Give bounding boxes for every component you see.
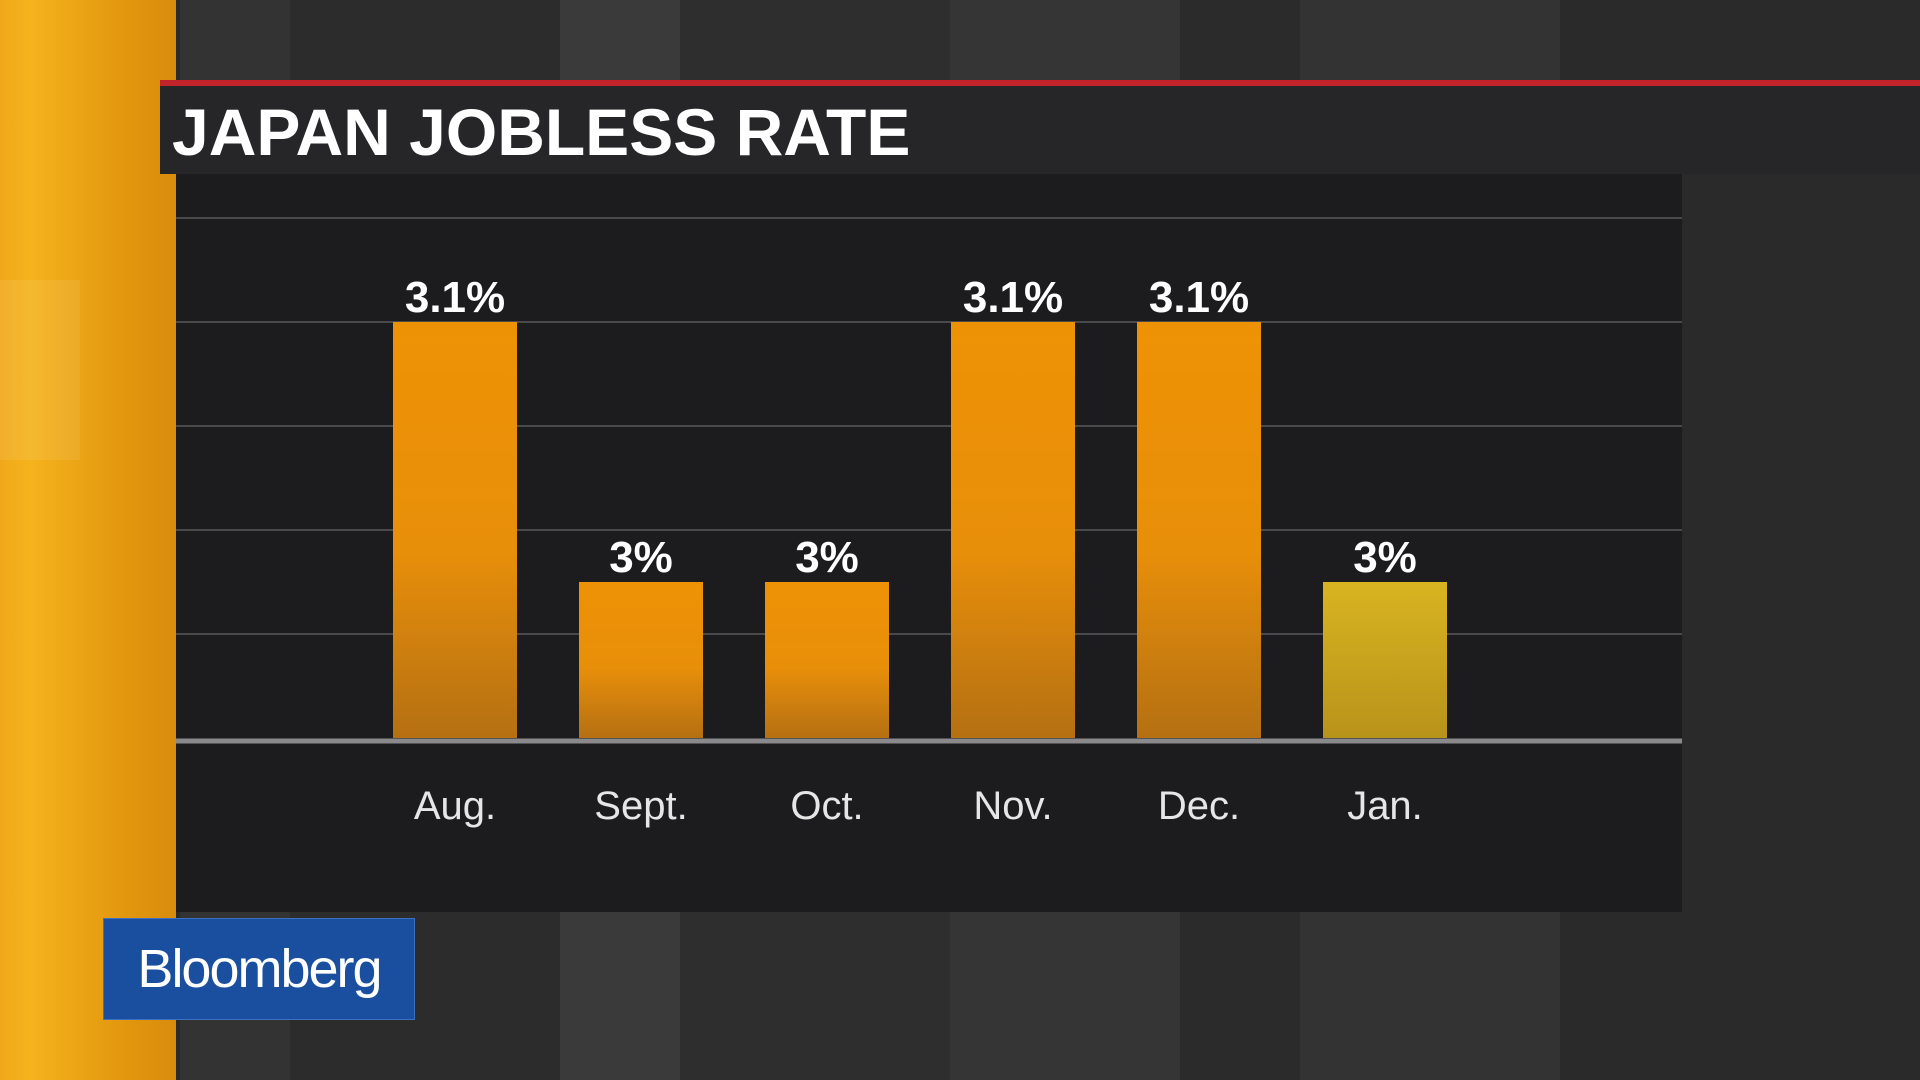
bloomberg-logo: Bloomberg [103, 918, 415, 1020]
bar-sept [579, 582, 703, 738]
orange-side-band [0, 0, 176, 1080]
x-tick-label: Jan. [1347, 784, 1423, 828]
x-tick-label: Oct. [790, 784, 863, 828]
bar-jan [1323, 582, 1447, 738]
data-label: 3.1% [963, 273, 1063, 322]
chart-title: JAPAN JOBLESS RATE [172, 95, 911, 169]
x-tick-label: Sept. [594, 784, 687, 828]
bar-dec [1137, 322, 1261, 738]
title-bar [160, 80, 1920, 174]
data-label: 3% [795, 533, 859, 582]
bar-chart: 3.1% Aug. 3% Sept. 3% Oct. 3.1% Nov. 3.1% Dec. 3% J… [176, 217, 1682, 828]
bar-nov [951, 322, 1075, 738]
bar-oct [765, 582, 889, 738]
logo-text: Bloomberg [137, 939, 382, 999]
data-label: 3% [1353, 533, 1417, 582]
data-label: 3.1% [405, 273, 505, 322]
data-label: 3.1% [1149, 273, 1249, 322]
x-tick-label: Aug. [414, 784, 496, 828]
x-tick-label: Dec. [1158, 784, 1240, 828]
x-tick-label: Nov. [973, 784, 1052, 828]
chart-panel: 3.1% Aug. 3% Sept. 3% Oct. 3.1% Nov. 3.1% Dec. 3% J… [176, 174, 1682, 912]
data-label: 3% [609, 533, 673, 582]
bar-aug [393, 322, 517, 738]
